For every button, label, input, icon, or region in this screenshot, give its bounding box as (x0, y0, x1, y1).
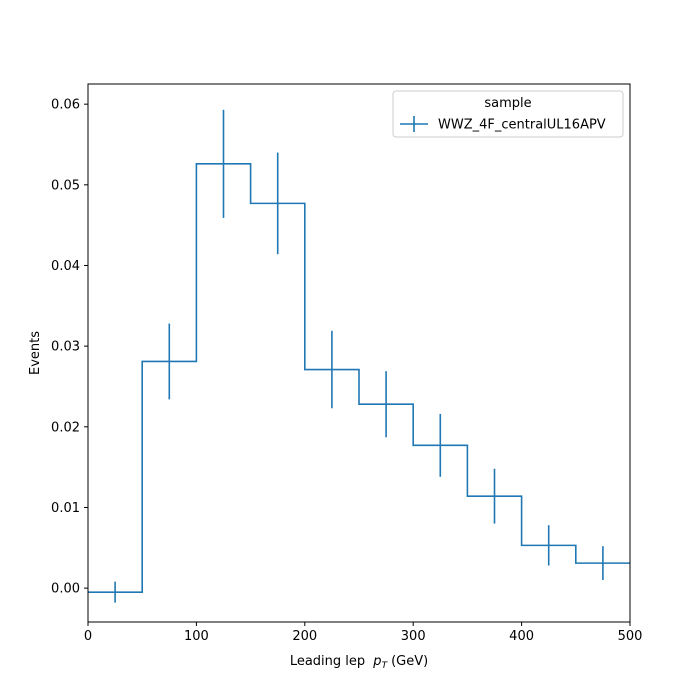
histogram-step-line (88, 163, 630, 593)
legend: sample WWZ_4F_centralUL16APV (392, 90, 624, 138)
x-tick-label: 400 (509, 629, 534, 644)
x-tick-label: 500 (618, 629, 643, 644)
x-axis-label-subscript: T (382, 661, 389, 671)
x-tick-label: 100 (184, 629, 209, 644)
y-tick-label: 0.03 (51, 340, 80, 355)
y-axis-ticks: 0.00 0.01 0.02 0.03 0.04 0.05 0.06 (51, 98, 88, 597)
plot-marks (88, 109, 630, 603)
legend-box (392, 90, 624, 138)
x-axis-label-main: Leading lep (290, 654, 365, 669)
x-axis-label-symbol: p (372, 654, 381, 669)
y-tick-label: 0.04 (51, 259, 80, 274)
legend-marker (400, 116, 428, 132)
y-tick-label: 0.06 (51, 98, 80, 113)
x-tick-label: 0 (84, 629, 92, 644)
y-tick-label: 0.05 (51, 178, 80, 193)
y-tick-label: 0.02 (51, 420, 80, 435)
axes-frame (87, 83, 631, 623)
y-tick-label: 0.00 (51, 582, 80, 597)
x-axis-label: Leading lep pT (GeV) (290, 654, 428, 671)
x-tick-label: 200 (292, 629, 317, 644)
x-axis-label-unit: (GeV) (391, 654, 428, 669)
y-tick-label: 0.01 (51, 501, 80, 516)
x-axis-ticks: 0 100 200 300 400 500 (84, 622, 643, 644)
legend-entry-label: WWZ_4F_centralUL16APV (438, 118, 606, 133)
legend-title: sample (484, 96, 531, 111)
x-tick-label: 300 (401, 629, 426, 644)
y-axis-label: Events (28, 331, 43, 375)
